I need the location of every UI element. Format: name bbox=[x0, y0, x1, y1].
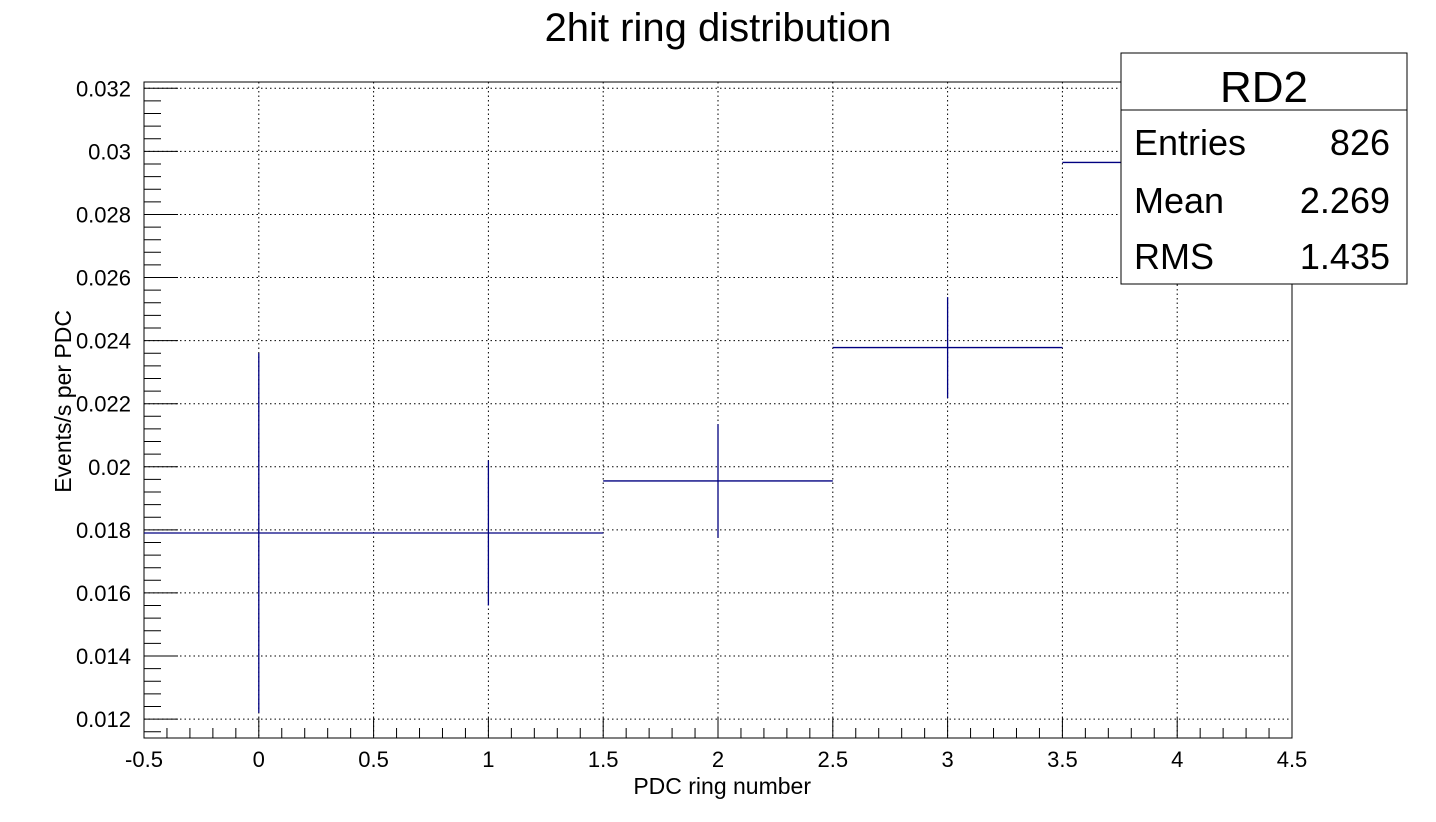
x-tick-label: 2 bbox=[712, 747, 724, 772]
y-tick-label: 0.028 bbox=[76, 202, 131, 227]
y-axis-ticks bbox=[144, 87, 178, 733]
x-tick-label: 1.5 bbox=[588, 747, 619, 772]
y-tick-label: 0.018 bbox=[76, 518, 131, 543]
stats-box-frame bbox=[1120, 52, 1408, 285]
y-tick-label: 0.016 bbox=[76, 581, 131, 606]
stats-mean-value: 2.269 bbox=[1300, 180, 1390, 221]
x-axis-label: PDC ring number bbox=[633, 773, 811, 799]
stats-mean-label: Mean bbox=[1134, 180, 1224, 221]
x-tick-label: -0.5 bbox=[125, 747, 163, 772]
stats-rms-value: 1.435 bbox=[1300, 236, 1390, 277]
chart-title: 2hit ring distribution bbox=[545, 6, 892, 50]
plot-frame bbox=[143, 81, 1293, 739]
x-tick-label: 3.5 bbox=[1047, 747, 1078, 772]
stats-entries-value: 826 bbox=[1330, 122, 1390, 163]
stats-entries-label: Entries bbox=[1134, 122, 1246, 163]
x-axis-ticks bbox=[143, 718, 1293, 738]
y-tick-label: 0.026 bbox=[76, 266, 131, 291]
y-tick-label: 0.03 bbox=[88, 139, 131, 164]
y-tick-label: 0.032 bbox=[76, 76, 131, 101]
y-axis-label: Events/s per PDC bbox=[50, 310, 76, 493]
x-axis-tick-labels: -0.5 0 0.5 1 1.5 2 2.5 3 3.5 4 4.5 bbox=[125, 747, 1307, 772]
stats-box: RD2 Entries 826 Mean 2.269 RMS 1.435 bbox=[1120, 52, 1408, 285]
y-tick-label: 0.012 bbox=[76, 707, 131, 732]
x-tick-label: 0 bbox=[253, 747, 265, 772]
grid bbox=[144, 82, 1292, 738]
histogram-bins bbox=[144, 115, 1292, 713]
stats-rms-label: RMS bbox=[1134, 236, 1214, 277]
y-tick-label: 0.02 bbox=[88, 455, 131, 480]
y-axis-tick-labels: 0.012 0.014 0.016 0.018 0.02 0.022 0.024 0.026 0… bbox=[76, 76, 131, 732]
x-tick-label: 2.5 bbox=[818, 747, 849, 772]
y-tick-label: 0.022 bbox=[76, 392, 131, 417]
stats-box-title: RD2 bbox=[1220, 63, 1308, 112]
x-tick-label: 4 bbox=[1171, 747, 1183, 772]
y-tick-label: 0.014 bbox=[76, 644, 131, 669]
y-tick-label: 0.024 bbox=[76, 329, 131, 354]
x-tick-label: 3 bbox=[941, 747, 953, 772]
x-tick-label: 1 bbox=[482, 747, 494, 772]
x-tick-label: 0.5 bbox=[358, 747, 389, 772]
x-tick-label: 4.5 bbox=[1277, 747, 1308, 772]
